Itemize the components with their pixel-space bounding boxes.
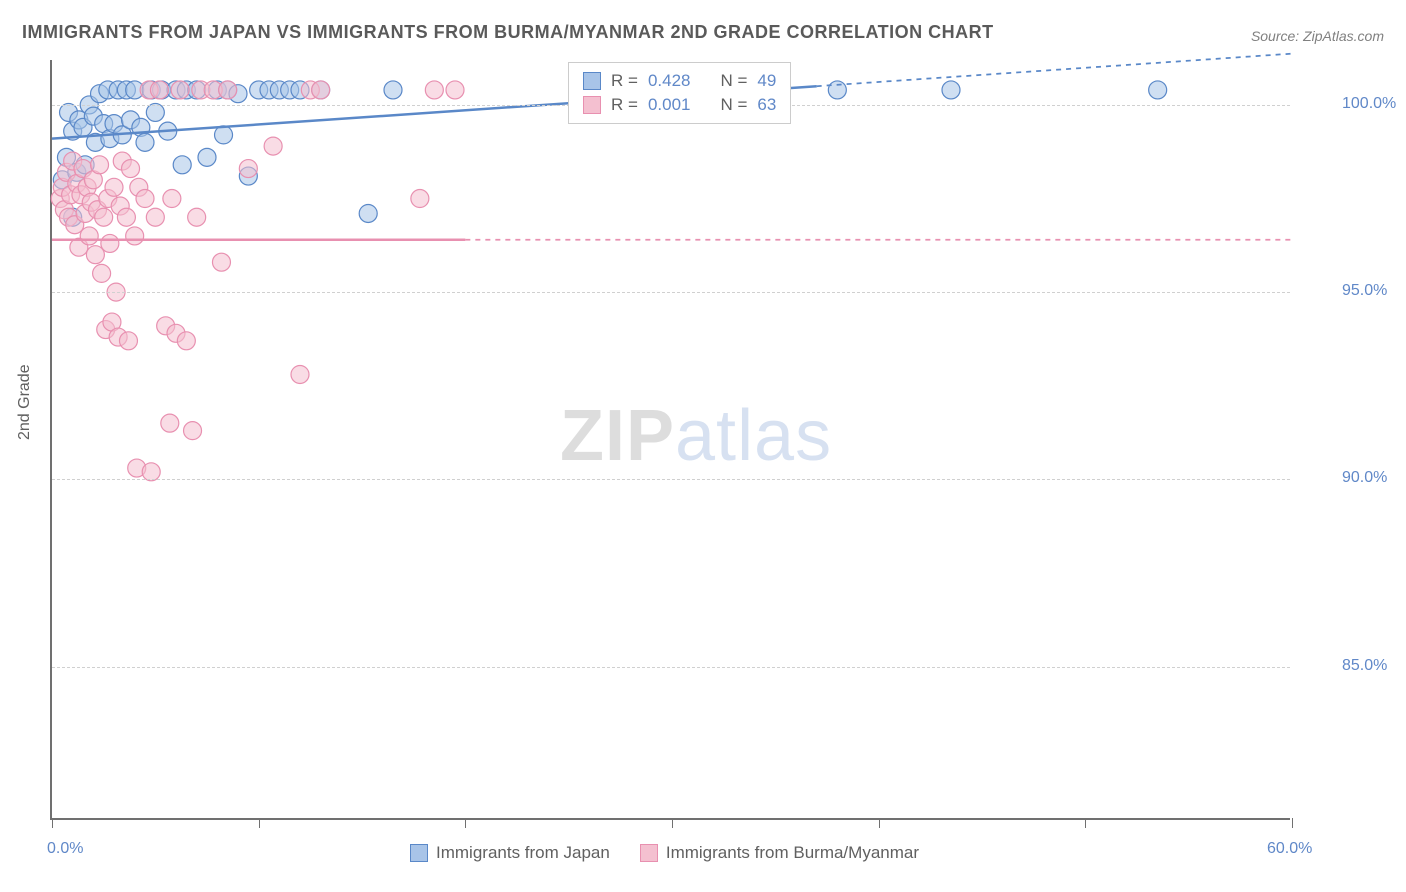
data-point xyxy=(291,365,309,383)
legend-stat-row: R = 0.428 N = 49 xyxy=(583,69,776,93)
data-point xyxy=(93,264,111,282)
x-tick xyxy=(52,818,53,828)
r-label: R = xyxy=(611,71,638,91)
data-point xyxy=(150,81,168,99)
plot-area: 85.0%90.0%95.0%100.0%0.0%60.0% xyxy=(50,60,1290,820)
data-point xyxy=(264,137,282,155)
data-point xyxy=(136,190,154,208)
data-point xyxy=(312,81,330,99)
n-value: 49 xyxy=(757,71,776,91)
legend-stat-row: R = 0.001 N = 63 xyxy=(583,93,776,117)
data-point xyxy=(117,208,135,226)
x-tick xyxy=(1292,818,1293,828)
data-point xyxy=(411,190,429,208)
data-point xyxy=(446,81,464,99)
data-point xyxy=(384,81,402,99)
data-point xyxy=(171,81,189,99)
data-point xyxy=(188,208,206,226)
series-legend: Immigrants from Japan Immigrants from Bur… xyxy=(410,843,919,863)
legend-item: Immigrants from Burma/Myanmar xyxy=(640,843,919,863)
correlation-legend: R = 0.428 N = 49 R = 0.001 N = 63 xyxy=(568,62,791,124)
x-tick-label: 0.0% xyxy=(47,840,83,858)
source-name: ZipAtlas.com xyxy=(1303,28,1384,44)
data-point xyxy=(95,208,113,226)
y-tick-label: 90.0% xyxy=(1342,469,1387,487)
x-tick xyxy=(465,818,466,828)
data-point xyxy=(184,422,202,440)
data-point xyxy=(161,414,179,432)
n-label: N = xyxy=(720,95,747,115)
x-tick xyxy=(259,818,260,828)
data-point xyxy=(239,160,257,178)
legend-swatch xyxy=(583,96,601,114)
r-value: 0.428 xyxy=(648,71,691,91)
gridline-h xyxy=(52,479,1290,480)
data-point xyxy=(177,332,195,350)
data-point xyxy=(173,156,191,174)
y-tick-label: 100.0% xyxy=(1342,95,1396,113)
y-tick-label: 85.0% xyxy=(1342,657,1387,675)
x-tick xyxy=(879,818,880,828)
data-point xyxy=(828,81,846,99)
data-point xyxy=(105,178,123,196)
data-point xyxy=(136,133,154,151)
data-point xyxy=(146,103,164,121)
data-point xyxy=(119,332,137,350)
legend-swatch xyxy=(410,844,428,862)
data-point xyxy=(122,160,140,178)
x-tick xyxy=(672,818,673,828)
r-label: R = xyxy=(611,95,638,115)
legend-label: Immigrants from Burma/Myanmar xyxy=(666,843,919,863)
n-label: N = xyxy=(720,71,747,91)
legend-swatch xyxy=(583,72,601,90)
chart-svg xyxy=(52,60,1290,818)
data-point xyxy=(942,81,960,99)
trend-line-extrapolated xyxy=(817,54,1292,87)
x-tick xyxy=(1085,818,1086,828)
r-value: 0.001 xyxy=(648,95,691,115)
data-point xyxy=(1149,81,1167,99)
data-point xyxy=(215,126,233,144)
chart-title: IMMIGRANTS FROM JAPAN VS IMMIGRANTS FROM… xyxy=(22,22,994,43)
gridline-h xyxy=(52,292,1290,293)
data-point xyxy=(163,190,181,208)
data-point xyxy=(126,227,144,245)
legend-item: Immigrants from Japan xyxy=(410,843,610,863)
data-point xyxy=(425,81,443,99)
data-point xyxy=(101,234,119,252)
data-point xyxy=(219,81,237,99)
source-attribution: Source: ZipAtlas.com xyxy=(1251,28,1384,44)
data-point xyxy=(212,253,230,271)
y-tick-label: 95.0% xyxy=(1342,282,1387,300)
data-point xyxy=(91,156,109,174)
x-tick-label: 60.0% xyxy=(1267,840,1312,858)
legend-swatch xyxy=(640,844,658,862)
data-point xyxy=(142,463,160,481)
data-point xyxy=(80,227,98,245)
data-point xyxy=(198,148,216,166)
data-point xyxy=(146,208,164,226)
y-axis-label: 2nd Grade xyxy=(16,364,34,440)
source-label: Source: xyxy=(1251,28,1303,44)
n-value: 63 xyxy=(757,95,776,115)
gridline-h xyxy=(52,667,1290,668)
data-point xyxy=(359,204,377,222)
legend-label: Immigrants from Japan xyxy=(436,843,610,863)
